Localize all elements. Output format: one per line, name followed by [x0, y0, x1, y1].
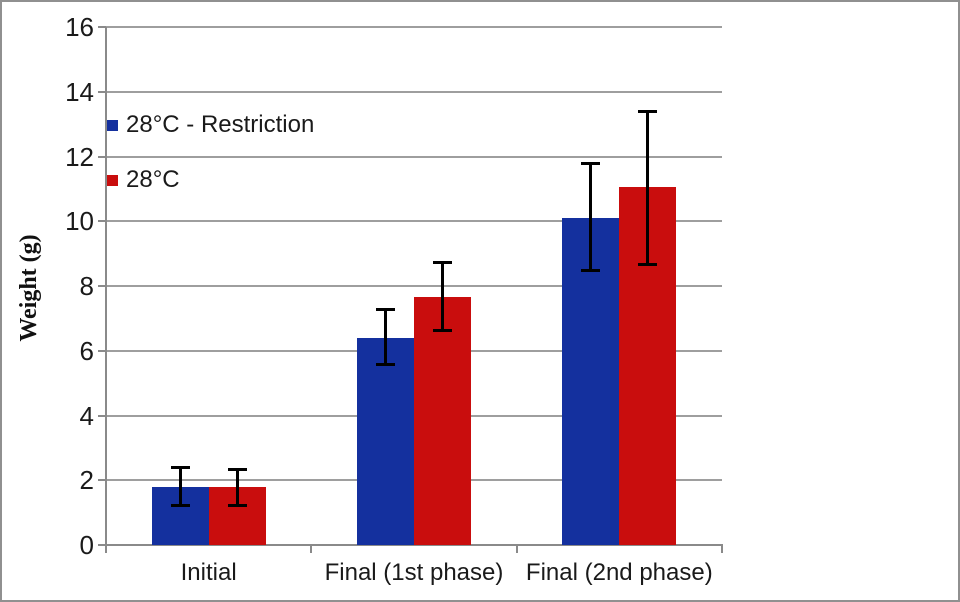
- gridline: [106, 285, 722, 287]
- y-axis-tick: [98, 414, 106, 417]
- category-label: Initial: [180, 559, 237, 586]
- error-bar-cap-bottom: [170, 504, 190, 508]
- error-bar-cap-top: [170, 466, 190, 470]
- error-bar-line: [441, 261, 444, 332]
- y-tick-label: 14: [65, 76, 94, 107]
- legend-item: 28°C: [107, 167, 180, 193]
- legend-swatch-icon: [107, 174, 118, 186]
- y-tick-label: 8: [79, 271, 94, 301]
- error-bar-cap-top: [376, 307, 395, 311]
- error-bar-cap-top: [433, 260, 452, 264]
- x-axis-line: [105, 544, 723, 546]
- gridline: [106, 26, 722, 28]
- error-bar-cap-top: [581, 161, 601, 165]
- legend-label: 28°C: [126, 166, 180, 193]
- error-bar-cap-bottom: [227, 504, 247, 508]
- error-bar-line: [235, 468, 239, 507]
- y-axis-tick: [98, 90, 106, 93]
- y-tick-label: 6: [79, 335, 94, 366]
- bar-control: [414, 297, 471, 545]
- gridline: [106, 220, 722, 223]
- y-axis-tick: [98, 155, 106, 158]
- error-bar-cap-bottom: [376, 363, 395, 367]
- y-axis-tick: [98, 26, 106, 28]
- legend-item: 28°C - Restriction: [107, 112, 314, 138]
- y-tick-label: 2: [79, 465, 94, 496]
- y-tick-label: 0: [79, 530, 94, 560]
- error-bar-cap-bottom: [581, 269, 601, 273]
- error-bar-line: [178, 467, 182, 507]
- y-tick-label: 10: [65, 206, 94, 237]
- error-bar-cap-top: [638, 110, 658, 114]
- gridline: [106, 155, 722, 158]
- x-axis-tick: [515, 544, 518, 553]
- category-label: Final (2nd phase): [525, 559, 713, 586]
- y-tick-label: 4: [79, 400, 94, 431]
- x-axis-tick: [310, 544, 313, 553]
- error-bar-cap-top: [227, 467, 247, 471]
- category-label: Final (1st phase): [324, 559, 504, 586]
- error-bar-cap-bottom: [433, 329, 452, 333]
- error-bar-line: [646, 111, 650, 265]
- error-bar-line: [589, 162, 593, 272]
- x-axis-tick: [105, 544, 107, 553]
- error-bar-line: [384, 308, 387, 366]
- gridline: [106, 90, 722, 93]
- legend-swatch-icon: [107, 119, 118, 131]
- y-axis-tick: [98, 285, 106, 287]
- y-axis-tick: [98, 479, 106, 482]
- error-bar-cap-bottom: [638, 262, 658, 266]
- y-axis-tick: [98, 349, 106, 352]
- y-tick-label: 16: [65, 12, 94, 42]
- legend-label: 28°C - Restriction: [126, 111, 315, 138]
- bar-restriction: [562, 218, 620, 545]
- y-tick-label: 12: [65, 141, 94, 172]
- y-axis-tick: [98, 544, 106, 546]
- y-axis-tick: [98, 220, 106, 223]
- bar-restriction: [357, 337, 414, 545]
- x-axis-tick: [721, 544, 723, 553]
- y-axis-line: [105, 27, 107, 545]
